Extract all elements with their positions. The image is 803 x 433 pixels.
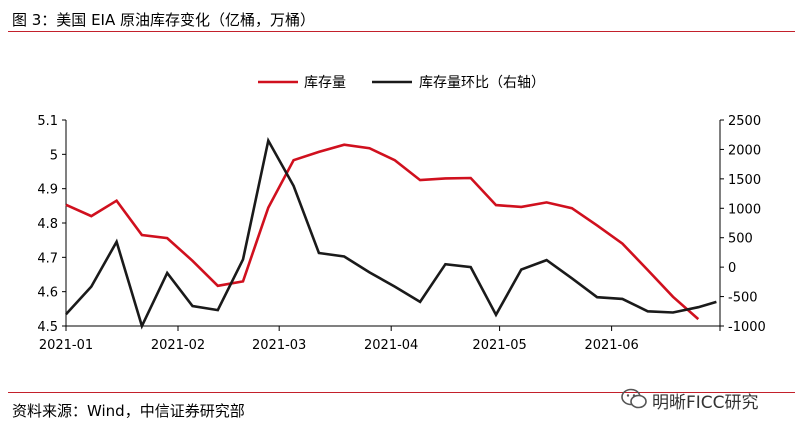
x-tick-label: 2021-02 bbox=[151, 338, 205, 353]
x-tick-label: 2021-05 bbox=[472, 338, 526, 353]
y-left-tick-label: 4.9 bbox=[37, 183, 58, 198]
series-line-weekly-change bbox=[65, 136, 717, 330]
series-line-inventory bbox=[65, 143, 700, 321]
y-right-tick-label: -500 bbox=[728, 291, 758, 306]
legend-label: 库存量 bbox=[304, 75, 346, 91]
footer-divider bbox=[8, 392, 795, 393]
watermark-text: 明晰FICC研究 bbox=[652, 393, 759, 413]
y-left-tick-label: 4.7 bbox=[37, 251, 58, 266]
y-left-tick-label: 4.5 bbox=[37, 320, 58, 335]
x-tick-label: 2021-03 bbox=[252, 338, 306, 353]
x-tick-label: 2021-06 bbox=[584, 338, 638, 353]
source-note: 资料来源：Wind，中信证券研究部 bbox=[12, 402, 245, 420]
y-left-tick-label: 4.6 bbox=[37, 286, 58, 301]
y-left-tick-label: 5 bbox=[50, 148, 58, 163]
y-right-tick-label: 0 bbox=[728, 261, 736, 276]
y-right-tick-label: 2500 bbox=[728, 114, 761, 129]
legend-label: 库存量环比（右轴） bbox=[419, 75, 545, 91]
x-tick-label: 2021-01 bbox=[39, 338, 93, 353]
y-right-tick-label: 1000 bbox=[728, 202, 761, 217]
y-right-tick-label: 500 bbox=[728, 232, 753, 247]
title-divider bbox=[8, 31, 795, 32]
wechat-logo-icon bbox=[621, 388, 647, 409]
y-left-tick-label: 5.1 bbox=[37, 114, 58, 129]
watermark: 明晰FICC研究 bbox=[620, 386, 795, 413]
y-right-tick-label: 1500 bbox=[728, 173, 761, 188]
y-left-tick-label: 4.8 bbox=[37, 217, 58, 232]
y-right-tick-label: 2000 bbox=[728, 143, 761, 158]
x-tick-label: 2021-04 bbox=[364, 338, 418, 353]
figure-title: 图 3：美国 EIA 原油库存变化（亿桶，万桶） bbox=[12, 11, 316, 29]
y-right-tick-label: -1000 bbox=[728, 320, 766, 335]
